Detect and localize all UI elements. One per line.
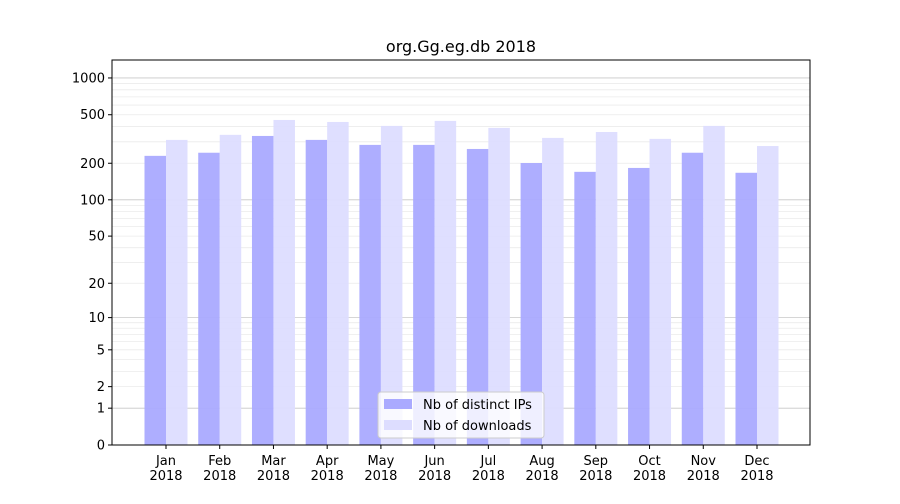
bar-distinct-ips [305, 139, 328, 445]
legend: Nb of distinct IPs Nb of downloads [377, 391, 545, 439]
bar-downloads [703, 125, 725, 445]
bar-distinct-ips [359, 144, 381, 446]
bar-downloads [434, 120, 457, 446]
x-tick-label: Mar 2018 [257, 454, 290, 484]
bar-distinct-ips [681, 152, 704, 445]
x-tick-label: Nov 2018 [687, 454, 720, 484]
bar-distinct-ips [466, 148, 489, 446]
y-tick-label: 1000 [72, 71, 105, 86]
plot-frame [111, 59, 811, 446]
x-axis: Jan 2018 Feb 2018 Mar 2018 Apr 2018 May 2018 Jun 20… [149, 445, 774, 484]
bar-distinct-ips [251, 135, 274, 445]
x-tick-label: Aug 2018 [526, 454, 559, 484]
bar-downloads [542, 137, 564, 446]
bar-distinct-ips [735, 172, 757, 446]
bar-downloads [757, 146, 779, 445]
x-tick-label: Dec 2018 [740, 454, 773, 484]
bar-downloads [327, 121, 349, 446]
bar-distinct-ips [144, 155, 166, 445]
legend-swatch-ips [384, 399, 412, 409]
x-tick-label: Oct 2018 [633, 454, 666, 484]
y-tick-label: 2 [97, 380, 105, 395]
y-tick-label: 200 [80, 157, 105, 172]
y-tick-label: 50 [88, 230, 105, 245]
x-tick-label: Feb 2018 [203, 454, 236, 484]
bar-downloads [219, 134, 242, 445]
y-axis: 0 1 2 5 10 20 50 100 200 500 1000 [72, 71, 112, 454]
bar-downloads [273, 119, 295, 446]
bar-distinct-ips [198, 152, 220, 445]
y-tick-label: 100 [80, 193, 105, 208]
bar-downloads [595, 131, 618, 446]
y-tick-label: 5 [97, 343, 105, 358]
bar-downloads [166, 139, 188, 445]
bars [144, 119, 779, 446]
bar-downloads [380, 125, 403, 445]
bar-distinct-ips [574, 171, 596, 445]
legend-label-ips: Nb of distinct IPs [423, 398, 532, 413]
x-tick-label: Sep 2018 [579, 454, 612, 484]
y-tick-label: 20 [88, 277, 105, 292]
x-tick-label: Jun 2018 [418, 454, 451, 484]
y-tick-label: 0 [97, 439, 105, 454]
bar-distinct-ips [628, 167, 650, 446]
legend-label-downloads: Nb of downloads [423, 419, 532, 434]
y-tick-label: 500 [80, 108, 105, 123]
bar-downloads [488, 127, 510, 445]
bar-distinct-ips [413, 144, 435, 446]
x-tick-label: Apr 2018 [311, 454, 344, 484]
legend-box [377, 391, 545, 439]
x-tick-label: Jul 2018 [472, 454, 505, 484]
bar-distinct-ips [520, 162, 543, 445]
legend-swatch-downloads [384, 420, 412, 430]
bar-downloads [649, 138, 672, 445]
x-tick-label: May 2018 [364, 454, 397, 484]
x-tick-label: Jan 2018 [149, 454, 182, 484]
y-tick-label: 1 [97, 402, 105, 417]
y-tick-label: 10 [88, 311, 105, 326]
chart-title: org.Gg.eg.db 2018 [386, 37, 536, 56]
